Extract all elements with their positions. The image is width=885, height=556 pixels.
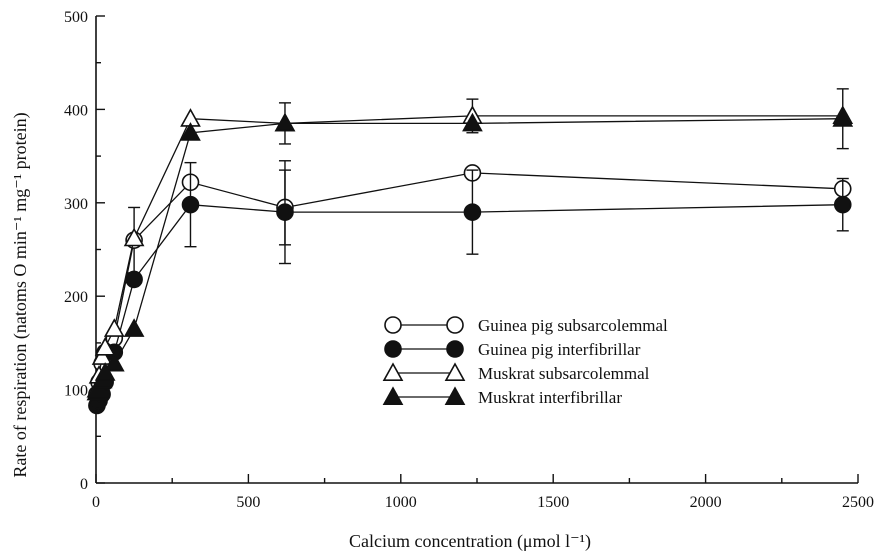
legend-entry: Muskrat subsarcolemmal	[382, 362, 650, 383]
x-tick-label: 1000	[385, 494, 417, 511]
legend-marker	[382, 386, 404, 406]
data-point	[103, 318, 125, 337]
y-ticks: 0 100 200 300 400 500	[64, 9, 105, 493]
y-tick-label: 300	[64, 196, 88, 213]
data-point	[88, 378, 110, 398]
data-point	[125, 270, 143, 289]
x-tick-label: 500	[236, 494, 260, 511]
legend-entry: Guinea pig subsarcolemmal	[384, 316, 668, 335]
x-tick-label: 2000	[690, 494, 722, 511]
legend-marker	[384, 316, 402, 334]
data-point	[274, 112, 296, 132]
x-tick-label: 0	[92, 494, 100, 511]
data-point	[103, 352, 125, 372]
series-line	[96, 204, 843, 406]
x-axis-label: Calcium concentration (μmol l⁻¹)	[349, 531, 591, 552]
series-4	[86, 88, 854, 401]
legend-label: Guinea pig interfibrillar	[478, 340, 641, 359]
legend-marker	[446, 316, 464, 334]
series-line	[96, 118, 843, 393]
data-point	[833, 195, 852, 214]
legend-entry: Muskrat interfibrillar	[382, 386, 622, 407]
data-point	[463, 203, 482, 221]
data-point	[94, 362, 116, 381]
series-1	[88, 164, 852, 404]
data-point	[123, 227, 145, 247]
data-point	[123, 318, 145, 337]
y-tick-label: 200	[64, 289, 88, 306]
data-point	[91, 346, 113, 365]
legend-marker	[384, 340, 402, 358]
data-point	[462, 112, 483, 132]
legend: Guinea pig subsarcolemmal Guinea pig inte…	[382, 316, 668, 407]
x-tick-label: 1500	[537, 494, 569, 511]
y-axis-label: Rate of respiration (natoms O min⁻¹ mg⁻¹…	[10, 112, 31, 477]
y-tick-label: 100	[64, 383, 88, 400]
x-axis: 0 500 1000 1500 2000 2500	[92, 474, 874, 511]
y-tick-label: 0	[80, 476, 88, 493]
data-point	[94, 336, 116, 356]
x-ticks: 0 500 1000 1500 2000 2500	[92, 474, 874, 511]
legend-marker	[444, 362, 466, 382]
data-point	[180, 122, 201, 141]
data-point	[276, 203, 294, 221]
series-line	[96, 115, 843, 390]
series-3	[86, 98, 854, 398]
legend-label: Muskrat interfibrillar	[478, 388, 622, 407]
legend-label: Muskrat subsarcolemmal	[478, 364, 650, 383]
y-tick-label: 400	[64, 102, 88, 119]
x-tick-label: 2500	[842, 494, 874, 511]
legend-entry: Guinea pig interfibrillar	[384, 340, 641, 359]
data-point	[181, 195, 200, 214]
legend-marker	[382, 362, 404, 382]
legend-marker	[444, 386, 466, 406]
data-point	[832, 108, 854, 127]
legend-label: Guinea pig subsarcolemmal	[478, 316, 668, 335]
y-tick-label: 500	[64, 9, 88, 26]
series-2	[88, 160, 852, 415]
series-layer	[86, 88, 854, 415]
legend-marker	[446, 340, 464, 358]
y-axis: 0 100 200 300 400 500	[64, 9, 105, 493]
